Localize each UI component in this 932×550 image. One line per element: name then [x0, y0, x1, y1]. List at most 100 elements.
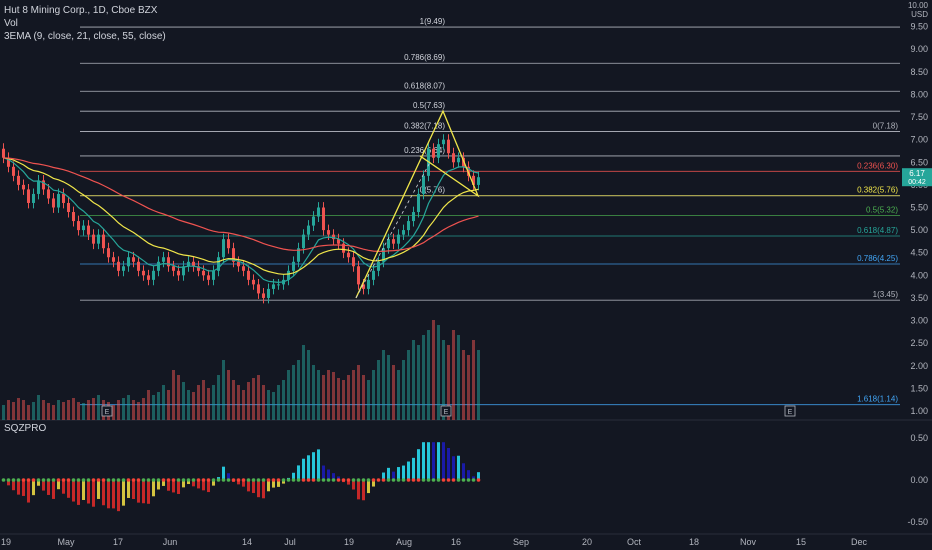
candle-body [147, 275, 150, 280]
squeeze-bar [117, 480, 120, 512]
squeeze-bar [22, 480, 25, 496]
squeeze-dot [91, 478, 96, 482]
volume-bar [287, 370, 290, 420]
candle-body [312, 216, 315, 226]
squeeze-dot [191, 478, 196, 482]
volume-bar [297, 360, 300, 420]
volume-bar [462, 350, 465, 420]
squeeze-bar [352, 480, 355, 490]
candle-body [322, 207, 325, 231]
squeeze-bar [417, 449, 420, 480]
fibonacci-retracement[interactable]: 1(9.49) 0.786(8.69) 0.618(8.07) 0.5(7.63) 0.… [80, 17, 900, 406]
volume-bar [467, 355, 470, 420]
squeeze-bar [37, 480, 40, 486]
candle-body [357, 266, 360, 285]
ema-label[interactable]: 3EMA (9, close, 21, close, 55, close) [4, 31, 166, 42]
trend-dash [355, 162, 431, 299]
volume-label[interactable]: Vol [4, 18, 18, 29]
volume-bar [312, 365, 315, 420]
squeeze-bar [142, 480, 145, 504]
sqzpro-label[interactable]: SQZPRO [4, 423, 47, 434]
squeeze-bar [7, 480, 10, 486]
squeeze-bar [147, 480, 150, 504]
candle-body [32, 193, 35, 203]
squeeze-dot [306, 478, 311, 482]
volume-bar [82, 403, 85, 420]
squeeze-bar [267, 480, 270, 492]
candle-body [57, 193, 60, 208]
squeeze-bar [17, 480, 20, 495]
squeeze-bar [472, 476, 475, 480]
volume-bar [407, 350, 410, 420]
squeeze-bar [57, 480, 60, 490]
squeeze-dot [26, 478, 31, 482]
squeeze-dot [46, 478, 51, 482]
symbol-legend[interactable]: Hut 8 Mining Corp., 1D, Cboe BZX Vol 3EM… [4, 4, 166, 43]
candle-body [212, 270, 215, 280]
squeeze-dot [356, 478, 361, 482]
time-tick-label: Nov [740, 537, 757, 547]
squeeze-bar [42, 480, 45, 491]
squeeze-bar [427, 442, 430, 480]
volume-bar [367, 380, 370, 420]
volume-bar [317, 370, 320, 420]
squeeze-bar [172, 480, 175, 493]
fib-level-label: 0.786(8.69) [404, 53, 445, 62]
squeeze-bar [392, 471, 395, 480]
squeeze-dot [446, 478, 451, 482]
volume-bar [247, 382, 250, 420]
indicator-tick-label: 0.00 [910, 475, 928, 485]
candle-body [192, 261, 195, 267]
volume-bar [117, 400, 120, 420]
volume-bar [37, 395, 40, 420]
squeeze-dot [436, 478, 441, 482]
fib-right-label: 0.786(4.25) [857, 254, 898, 263]
squeeze-dot [16, 478, 21, 482]
squeeze-bar [437, 442, 440, 480]
squeeze-bar [327, 469, 330, 480]
triangle-pattern[interactable] [355, 109, 480, 299]
candle-body [362, 284, 365, 289]
squeeze-dot [456, 478, 461, 482]
volume-bar [302, 345, 305, 420]
squeeze-dot [221, 478, 226, 482]
last-price-tag [902, 168, 932, 187]
symbol-title[interactable]: Hut 8 Mining Corp., 1D, Cboe BZX [4, 5, 158, 16]
candle-body [367, 279, 370, 289]
squeeze-bar [62, 480, 65, 494]
squeeze-bar [27, 480, 30, 503]
candle-body [327, 230, 330, 235]
squeeze-bar [242, 480, 245, 487]
volume-bar [292, 365, 295, 420]
candle-body [117, 261, 120, 271]
volume-bar [352, 370, 355, 420]
squeeze-bar [192, 480, 195, 487]
price-tick-label: 3.50 [910, 293, 928, 303]
candle-body [382, 248, 385, 262]
squeeze-bar [122, 480, 125, 506]
volume-bar [92, 398, 95, 420]
squeeze-bar [412, 457, 415, 480]
price-tick-label: 8.50 [910, 67, 928, 77]
squeeze-bar [277, 480, 280, 487]
candle-body [67, 202, 70, 213]
volume-bars [2, 320, 480, 420]
candle-body [87, 225, 90, 235]
squeeze-dot [116, 478, 121, 482]
volume-bar [207, 388, 210, 420]
volume-bar [147, 390, 150, 420]
time-tick-label: 14 [242, 537, 252, 547]
volume-bar [342, 380, 345, 420]
squeeze-dot [461, 478, 466, 482]
squeeze-dot [381, 478, 386, 482]
time-tick-label: Jun [163, 537, 178, 547]
squeeze-dot [151, 478, 156, 482]
price-tick-label: 6.50 [910, 157, 928, 167]
candle-body [42, 180, 45, 190]
squeeze-bar [382, 472, 385, 480]
volume-bar [97, 395, 100, 420]
volume-bar [112, 405, 115, 420]
squeeze-bar [247, 480, 250, 492]
candle-body [152, 270, 155, 280]
